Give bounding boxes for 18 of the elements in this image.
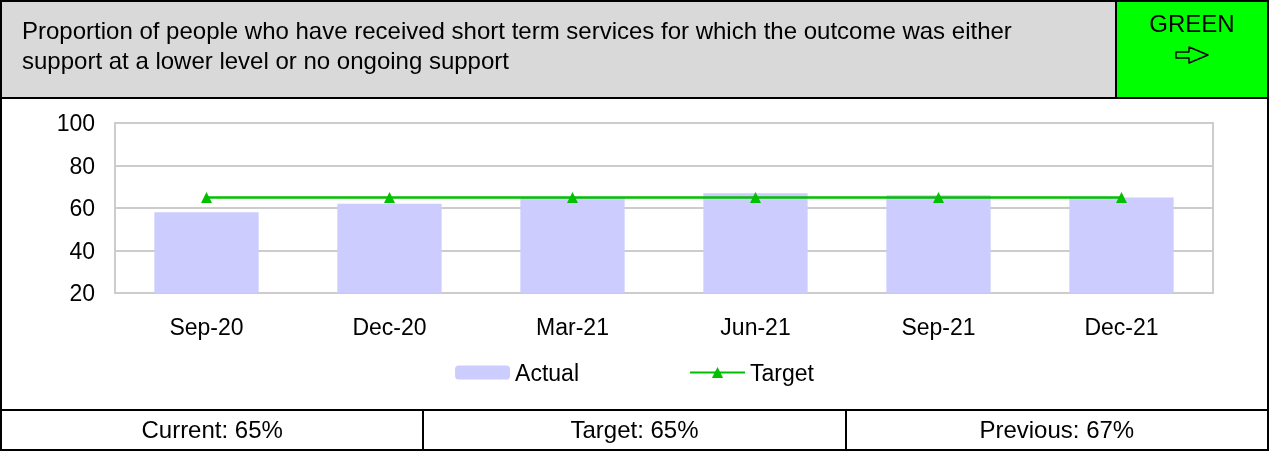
text: GREEN (1149, 10, 1235, 38)
text: Current: 65% (2, 411, 425, 449)
x-tick-label: Sep-21 (901, 313, 976, 340)
legend-label: Actual (515, 359, 580, 386)
y-tick-label: 100 (56, 109, 95, 136)
x-tick-label: Dec-20 (352, 313, 427, 340)
y-tick-label: 60 (69, 194, 95, 221)
y-tick-label: 40 (69, 237, 95, 264)
text: Previous: 67% (978, 415, 1136, 445)
x-tick-label: Sep-20 (169, 313, 244, 340)
legend-label: Target (750, 359, 815, 386)
x-tick-label: Dec-21 (1084, 313, 1159, 340)
x-tick-label: Mar-21 (536, 313, 609, 340)
y-tick-label: 80 (69, 152, 95, 179)
y-tick-label: 20 (69, 279, 95, 306)
chart-title: Proportion of people who have received short term services for which the outcome was either support at a lower level or no ongoing support (21, 16, 1013, 76)
x-tick-label: Jun-21 (720, 313, 791, 340)
text: Target: 65% (424, 411, 847, 449)
